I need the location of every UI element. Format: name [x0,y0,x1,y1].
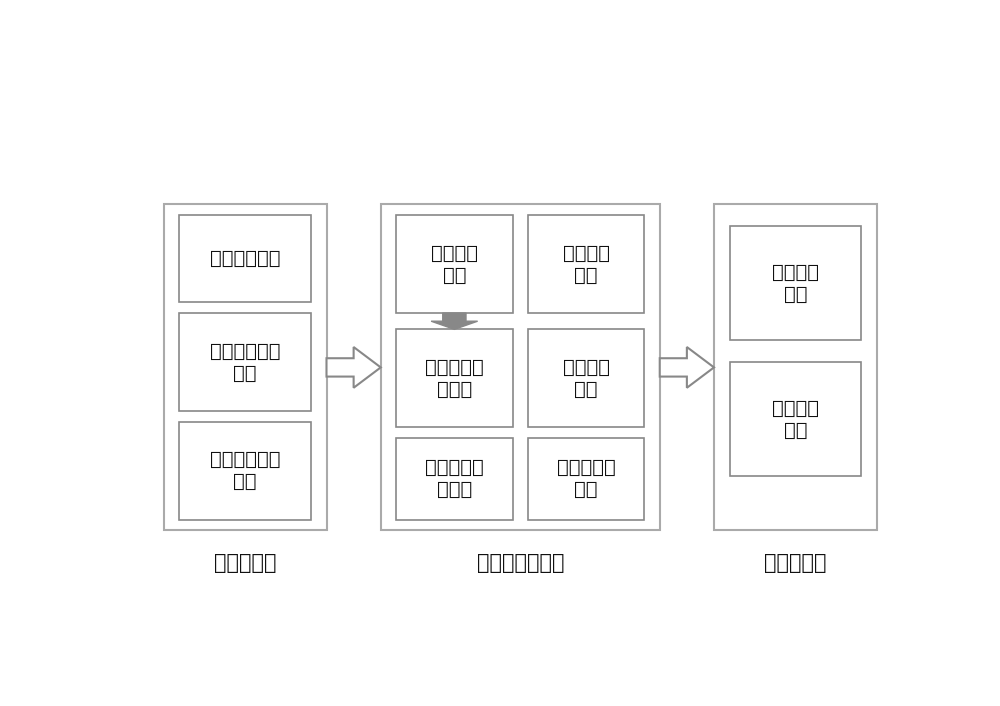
Text: 预警分系统: 预警分系统 [764,553,827,573]
Text: 车道偏离
模块: 车道偏离 模块 [431,244,478,285]
Bar [179,215,311,302]
Text: 盲区检测
模块: 盲区检测 模块 [563,358,610,399]
Text: 行人检测
模块: 行人检测 模块 [563,244,610,285]
Text: 视频采集模块: 视频采集模块 [210,249,280,268]
Bar [528,438,644,520]
Text: 车身信息采集
模块: 车身信息采集 模块 [210,342,280,383]
Bar [730,362,861,476]
Bar [396,438,512,520]
Bar [528,329,644,427]
Text: 驾驶员监测
模块: 驾驶员监测 模块 [557,458,616,499]
Bar [396,215,512,313]
Bar [179,421,311,520]
Text: 系统设定输入
模块: 系统设定输入 模块 [210,450,280,491]
Text: 后方车辆检
测模块: 后方车辆检 测模块 [425,458,484,499]
Bar [730,226,861,340]
Text: 声音报警
单元: 声音报警 单元 [772,399,819,440]
Polygon shape [326,347,381,388]
Bar [381,204,660,530]
Bar [179,313,311,411]
Bar [528,215,644,313]
Text: 感知分系统: 感知分系统 [214,553,276,573]
Polygon shape [660,347,714,388]
Polygon shape [431,313,478,329]
Bar [396,329,512,427]
Text: 视频预警
单元: 视频预警 单元 [772,263,819,304]
Text: 分析决策分系统: 分析决策分系统 [477,553,564,573]
Bar [164,204,326,530]
Text: 前方车辆检
测模块: 前方车辆检 测模块 [425,358,484,399]
Bar [714,204,877,530]
